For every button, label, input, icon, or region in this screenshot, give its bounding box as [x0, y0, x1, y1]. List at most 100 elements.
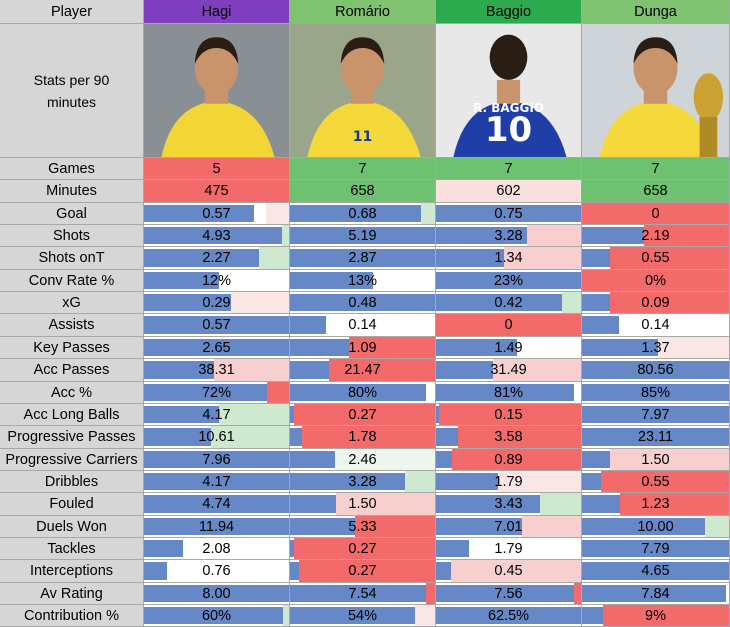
stat-cell: 7 — [436, 158, 582, 180]
stat-bar — [290, 540, 295, 557]
stat-bar — [144, 294, 231, 311]
stat-cell: 1.34 — [436, 247, 582, 270]
stat-value: 31.49 — [490, 362, 527, 378]
stat-bar — [144, 473, 289, 490]
stat-value: 62.5% — [487, 607, 530, 624]
stat-bar — [436, 518, 522, 535]
stat-bar — [582, 227, 644, 244]
stat-cell: 62.5% — [436, 605, 582, 627]
stat-value: 80.56 — [637, 362, 674, 378]
stat-cell: 658 — [290, 180, 436, 203]
stat-value: 0.15 — [494, 406, 523, 423]
stat-value: 0 — [651, 205, 660, 222]
stat-value: 658 — [350, 183, 375, 199]
stat-cell: 0.14 — [582, 314, 730, 337]
cell-shade — [450, 560, 581, 582]
row-label-xg: xG — [0, 292, 144, 314]
cell-shade — [336, 493, 435, 515]
stat-cell: 7.56 — [436, 583, 582, 605]
stat-value: 7 — [651, 160, 660, 177]
stat-cell: 0.55 — [582, 247, 730, 270]
row-label-acc: Acc % — [0, 382, 144, 404]
stat-bar — [582, 473, 602, 490]
stat-bar — [436, 294, 563, 311]
stat-value: 7.79 — [641, 540, 670, 557]
stat-bar — [290, 361, 330, 379]
stat-value: 9% — [645, 607, 666, 624]
stat-label: Shots onT — [38, 250, 105, 266]
stat-value: 21.47 — [344, 362, 381, 378]
player-header-1[interactable]: Hagi — [144, 0, 290, 24]
cell-shade — [231, 292, 289, 313]
stat-cell: 3.28 — [436, 225, 582, 247]
stat-cell: 0.55 — [582, 471, 730, 493]
stat-value: 1.34 — [494, 250, 523, 266]
stat-cell: 54% — [290, 605, 436, 627]
row-label-interceptions: Interceptions — [0, 560, 144, 583]
cell-shade — [298, 560, 435, 582]
cell-shade — [602, 605, 729, 626]
stat-cell: 2.46 — [290, 449, 436, 471]
stat-value: 38.31 — [198, 362, 235, 378]
stat-cell: 21.47 — [290, 359, 436, 382]
stat-cell: 1.50 — [290, 493, 436, 516]
cell-shade — [540, 493, 581, 515]
stat-cell: 0.57 — [144, 203, 290, 225]
stat-cell: 10.61 — [144, 426, 290, 449]
stat-bar — [582, 495, 621, 513]
shirt-number: 11 — [353, 129, 372, 145]
stat-cell: 80.56 — [582, 359, 730, 382]
row-label-key-passes: Key Passes — [0, 337, 144, 359]
cell-shade — [573, 583, 581, 604]
stat-bar — [144, 585, 289, 602]
stat-bar — [582, 294, 610, 311]
stat-cell: 7.97 — [582, 404, 730, 426]
stat-cell: 0.14 — [290, 314, 436, 337]
stat-bar — [290, 495, 337, 513]
stat-value: 7.54 — [348, 585, 377, 602]
shirt-name: R. BAGGIO — [473, 101, 544, 115]
stat-cell: 7.54 — [290, 583, 436, 605]
stat-bar — [290, 249, 435, 267]
stat-cell: 1.79 — [436, 471, 582, 493]
stat-cell: 0 — [582, 203, 730, 225]
stat-value: 3.58 — [494, 429, 523, 445]
cell-shade — [426, 583, 435, 604]
stat-cell: 7.01 — [436, 516, 582, 538]
cell-shade — [210, 426, 289, 448]
stat-label: xG — [62, 294, 81, 311]
stat-bar — [582, 249, 610, 267]
player-header-2[interactable]: Romário — [290, 0, 436, 24]
stat-cell: 0.89 — [436, 449, 582, 471]
player-header-3[interactable]: Baggio — [436, 0, 582, 24]
player-photo-3: 10 R. BAGGIO — [436, 24, 582, 158]
stat-value: 2.08 — [202, 540, 231, 557]
stat-bar — [436, 361, 493, 379]
player-photo-2: 11 — [290, 24, 436, 158]
stat-value: 0.27 — [348, 563, 377, 579]
stat-cell: 72% — [144, 382, 290, 404]
stat-value: 2.27 — [202, 250, 231, 266]
stat-value: 54% — [347, 607, 378, 624]
stat-bar — [144, 316, 289, 334]
stat-value: 10.61 — [198, 429, 235, 445]
stat-value: 7.96 — [202, 451, 231, 468]
stat-cell: 23% — [436, 270, 582, 292]
stat-label: Acc % — [50, 384, 93, 401]
player-photo-1 — [144, 24, 290, 158]
stat-cell: 10.00 — [582, 516, 730, 538]
stat-cell: 7 — [582, 158, 730, 180]
stat-bar — [144, 227, 282, 244]
stat-bar — [144, 272, 220, 289]
stat-label: Contribution % — [23, 607, 120, 624]
stat-cell: 60% — [144, 605, 290, 627]
stat-bar — [144, 495, 289, 513]
stat-value: 0.29 — [202, 294, 231, 311]
stat-bar — [144, 339, 289, 356]
shirt-number: 10 — [485, 110, 532, 150]
stat-bar — [436, 205, 581, 222]
player-header-4[interactable]: Dunga — [582, 0, 730, 24]
player-portrait: 10R. BAGGIO — [436, 24, 581, 157]
stat-cell: 4.17 — [144, 404, 290, 426]
stat-value: 5 — [212, 160, 221, 177]
